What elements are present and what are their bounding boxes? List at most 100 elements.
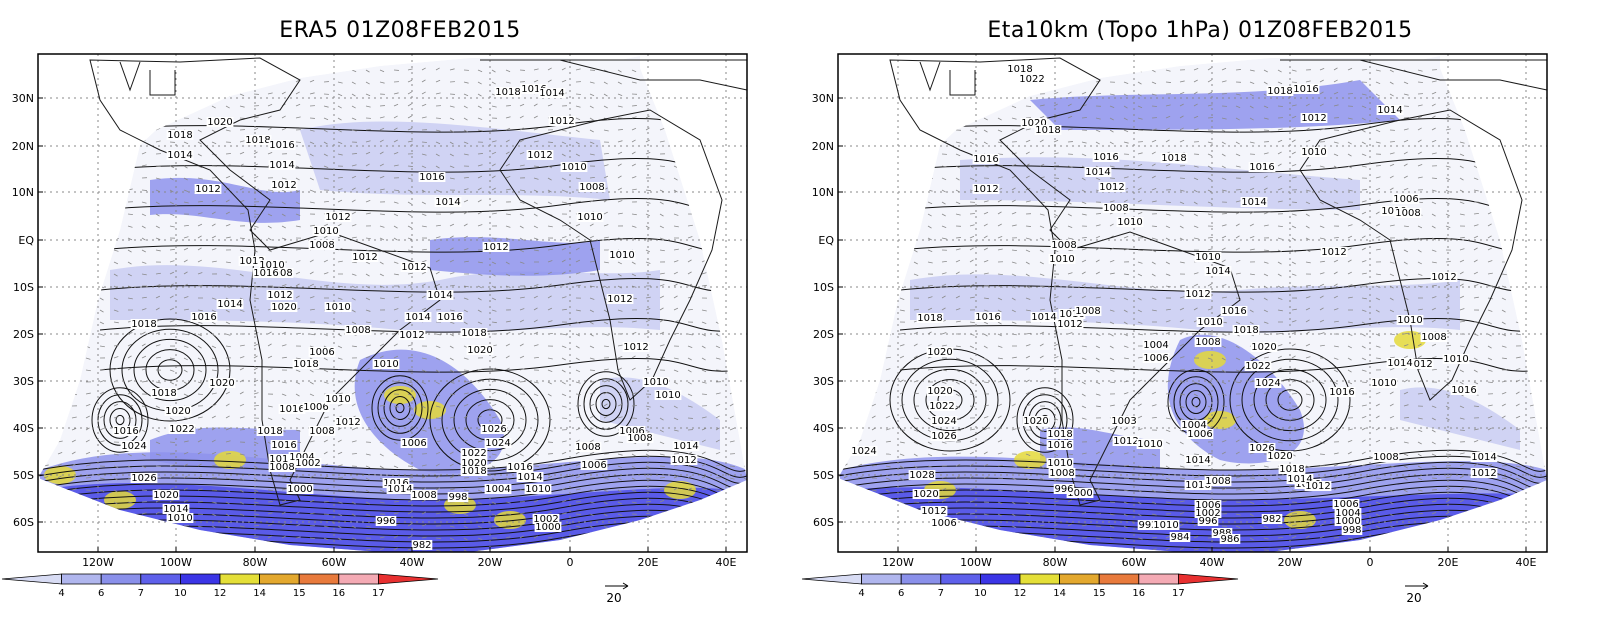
wind-vector xyxy=(169,177,174,181)
pressure-label: 1010 xyxy=(1049,254,1074,265)
wind-vector xyxy=(1221,189,1227,192)
pressure-label: 1016 xyxy=(191,312,216,323)
map-frame xyxy=(37,53,748,553)
wind-vector xyxy=(603,440,609,443)
wind-vector xyxy=(659,307,664,311)
pressure-label-bg xyxy=(1056,319,1084,329)
wind-vector xyxy=(1123,525,1128,529)
wind-vector xyxy=(1081,141,1087,144)
wind-vector xyxy=(211,451,217,455)
wind-vector xyxy=(295,536,301,539)
wind-vector xyxy=(1165,465,1170,469)
lon-label: 100W xyxy=(960,556,992,569)
wind-vector xyxy=(309,177,314,181)
wind-vector xyxy=(1417,417,1423,420)
wind-vector xyxy=(477,93,482,97)
wind-vector xyxy=(281,319,286,323)
wind-vector xyxy=(1193,417,1198,421)
wind-vector xyxy=(1025,139,1031,143)
wind-vector xyxy=(1165,441,1170,445)
wind-vector xyxy=(659,284,665,287)
wind-vector xyxy=(225,321,231,325)
wind-vector xyxy=(1361,439,1366,443)
colorbar-tick: 12 xyxy=(1014,588,1027,599)
wind-vector xyxy=(533,511,538,515)
wind-vector xyxy=(449,141,454,145)
wind-vector xyxy=(533,441,539,445)
wind-vector xyxy=(857,463,863,467)
pressure-label-bg xyxy=(162,504,190,514)
wind-vector xyxy=(267,512,273,515)
pressure-label: 1012 xyxy=(1113,436,1138,447)
wind-vector xyxy=(211,129,216,133)
wind-vector xyxy=(941,487,947,491)
lon-label: 0 xyxy=(1367,556,1374,569)
wind-vector xyxy=(239,416,245,419)
wind-vector xyxy=(351,81,356,85)
wind-vector xyxy=(997,501,1003,505)
wind-vector xyxy=(435,440,441,443)
pressure-label-bg xyxy=(270,180,298,190)
wind-vector xyxy=(1221,235,1227,239)
wind-vector xyxy=(1417,453,1422,457)
wind-vector xyxy=(1011,152,1017,155)
wind-vector xyxy=(631,477,636,481)
colorbar-swatch xyxy=(1,573,62,585)
pressure-label-bg xyxy=(1180,420,1208,430)
wind-vector xyxy=(1375,333,1381,337)
wind-vector xyxy=(351,224,357,227)
wind-vector xyxy=(1403,249,1409,253)
wind-vector xyxy=(295,79,300,83)
wind-vector xyxy=(575,141,580,145)
wind-vector xyxy=(1249,439,1255,443)
wind-vector xyxy=(589,235,595,239)
wind-vector xyxy=(575,259,581,263)
low-pressure-ring xyxy=(1191,396,1201,408)
wind-vector xyxy=(1459,141,1465,144)
wind-vector xyxy=(1389,69,1394,73)
wind-vector xyxy=(1305,453,1311,457)
wind-vector xyxy=(659,499,665,503)
wind-vector xyxy=(449,513,455,515)
wind-vector xyxy=(379,127,385,131)
wind-vector xyxy=(1445,369,1451,372)
lon-label: 20E xyxy=(638,556,659,569)
wind-vector xyxy=(519,319,524,323)
pressure-label-bg xyxy=(270,440,298,450)
wind-vector xyxy=(1375,81,1381,85)
pressure-label: 986 xyxy=(1220,534,1239,545)
wind-vector xyxy=(491,151,497,155)
wind-vector xyxy=(211,285,217,288)
wind-vector xyxy=(1039,477,1045,481)
wind-vector xyxy=(1389,368,1395,371)
wind-vector xyxy=(983,369,989,372)
wind-vector xyxy=(113,416,119,419)
wind-vector xyxy=(351,391,356,395)
wind-vector xyxy=(211,501,217,504)
colorbar-swatch xyxy=(338,573,379,585)
low-pressure-ring xyxy=(577,371,635,437)
wind-vector xyxy=(1487,272,1493,275)
wind-vector xyxy=(1025,489,1030,493)
pressure-label-bg xyxy=(130,319,158,329)
wind-vector xyxy=(463,403,469,407)
wind-vector xyxy=(941,344,947,347)
wind-vector xyxy=(197,475,203,479)
wind-vector xyxy=(1431,80,1437,83)
wind-vector xyxy=(1011,117,1017,120)
pressure-label-bg xyxy=(434,197,462,207)
wind-vector xyxy=(997,223,1002,227)
wind-vector xyxy=(575,68,581,71)
wind-vector xyxy=(1347,67,1353,71)
wind-vector xyxy=(1459,248,1465,251)
colorbar-swatch xyxy=(801,573,862,585)
colorbar-tick: 16 xyxy=(1132,588,1145,599)
wind-vector xyxy=(183,417,189,419)
wind-vector xyxy=(435,333,441,336)
wind-vector xyxy=(267,213,273,217)
wind-vector xyxy=(561,308,567,311)
wind-vector xyxy=(71,488,77,491)
wind-vector xyxy=(1347,451,1352,455)
wind-vector xyxy=(1053,393,1059,396)
wind-vector xyxy=(1361,223,1366,227)
